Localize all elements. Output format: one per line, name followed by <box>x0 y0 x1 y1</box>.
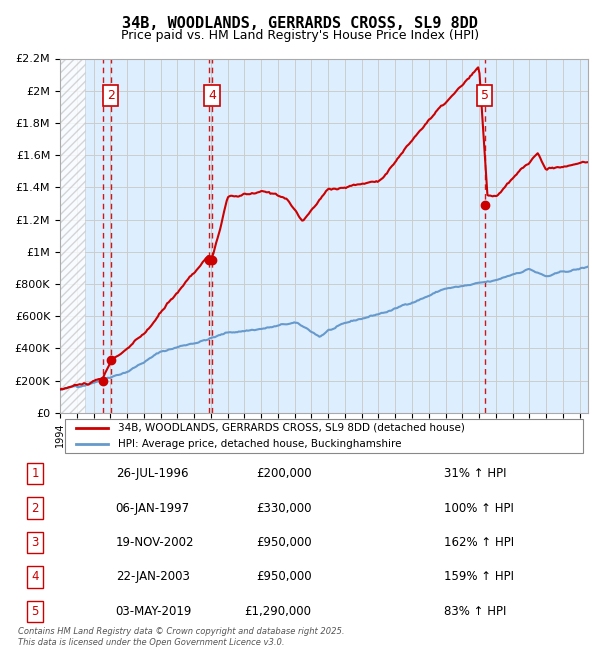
Text: 162% ↑ HPI: 162% ↑ HPI <box>444 536 514 549</box>
Text: 2: 2 <box>31 502 39 515</box>
Text: 4: 4 <box>208 89 216 102</box>
Text: 3: 3 <box>31 536 39 549</box>
Text: 26-JUL-1996: 26-JUL-1996 <box>116 467 188 480</box>
Text: HPI: Average price, detached house, Buckinghamshire: HPI: Average price, detached house, Buck… <box>118 439 401 449</box>
Text: 83% ↑ HPI: 83% ↑ HPI <box>444 605 506 618</box>
Text: 34B, WOODLANDS, GERRARDS CROSS, SL9 8DD (detached house): 34B, WOODLANDS, GERRARDS CROSS, SL9 8DD … <box>118 423 465 433</box>
Text: 06-JAN-1997: 06-JAN-1997 <box>116 502 190 515</box>
Text: 19-NOV-2002: 19-NOV-2002 <box>116 536 194 549</box>
Text: 4: 4 <box>31 571 39 584</box>
Text: 159% ↑ HPI: 159% ↑ HPI <box>444 571 514 584</box>
Bar <box>60 58 85 413</box>
Text: Contains HM Land Registry data © Crown copyright and database right 2025.
This d: Contains HM Land Registry data © Crown c… <box>18 627 344 647</box>
FancyBboxPatch shape <box>65 419 583 453</box>
Text: 34B, WOODLANDS, GERRARDS CROSS, SL9 8DD: 34B, WOODLANDS, GERRARDS CROSS, SL9 8DD <box>122 16 478 31</box>
Text: £200,000: £200,000 <box>256 467 311 480</box>
Text: 22-JAN-2003: 22-JAN-2003 <box>116 571 190 584</box>
Text: 100% ↑ HPI: 100% ↑ HPI <box>444 502 514 515</box>
Text: £1,290,000: £1,290,000 <box>245 605 311 618</box>
Text: 5: 5 <box>481 89 489 102</box>
Text: Price paid vs. HM Land Registry's House Price Index (HPI): Price paid vs. HM Land Registry's House … <box>121 29 479 42</box>
Text: £330,000: £330,000 <box>256 502 311 515</box>
Text: 5: 5 <box>31 605 39 618</box>
Text: 31% ↑ HPI: 31% ↑ HPI <box>444 467 506 480</box>
Text: £950,000: £950,000 <box>256 536 311 549</box>
Text: £950,000: £950,000 <box>256 571 311 584</box>
Text: 1: 1 <box>31 467 39 480</box>
Text: 03-MAY-2019: 03-MAY-2019 <box>116 605 192 618</box>
Text: 2: 2 <box>107 89 115 102</box>
Bar <box>60 58 85 413</box>
